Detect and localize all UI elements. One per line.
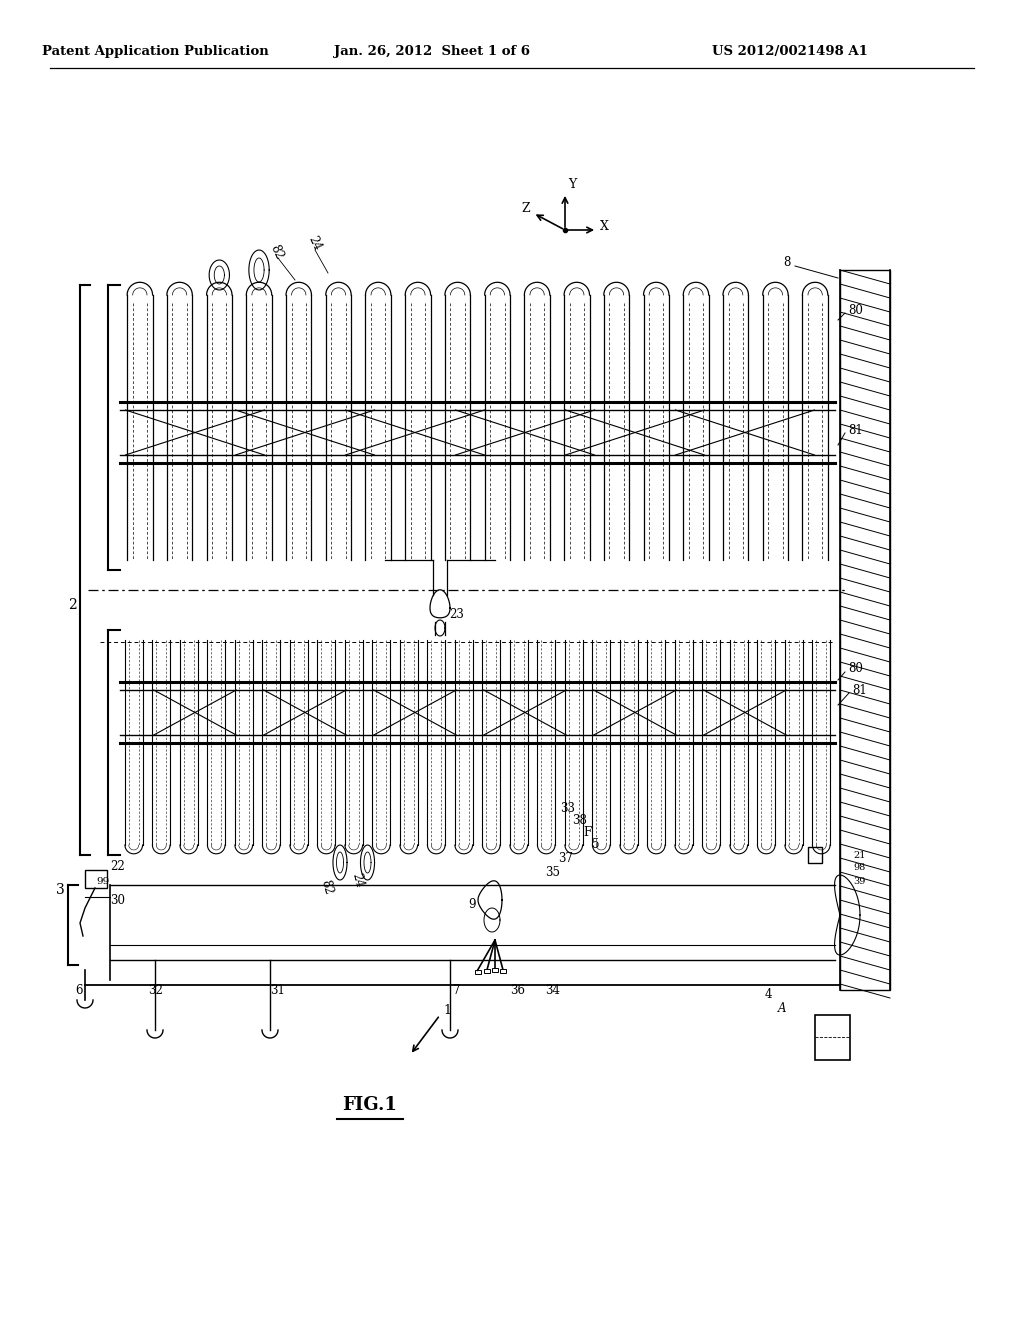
Text: F: F (583, 826, 591, 840)
Text: 32: 32 (148, 983, 163, 997)
Bar (808, 847, 822, 863)
Text: 9: 9 (468, 899, 475, 912)
Text: 22: 22 (110, 861, 125, 874)
Text: 23: 23 (449, 609, 464, 622)
Text: 39: 39 (853, 878, 865, 887)
Text: 35: 35 (545, 866, 560, 879)
Text: 98: 98 (853, 863, 865, 873)
Text: US 2012/0021498 A1: US 2012/0021498 A1 (712, 45, 868, 58)
Text: 37: 37 (558, 851, 573, 865)
Bar (474, 970, 480, 974)
Text: 24: 24 (349, 871, 366, 888)
Text: 4: 4 (765, 989, 772, 1002)
Text: X: X (600, 219, 609, 232)
Text: 8: 8 (783, 256, 791, 268)
Text: 30: 30 (110, 894, 125, 907)
Bar (85, 870, 106, 888)
Text: 81: 81 (848, 424, 863, 437)
Bar (500, 969, 506, 973)
Text: 99: 99 (96, 878, 110, 887)
Text: 7: 7 (453, 983, 461, 997)
Text: Jan. 26, 2012  Sheet 1 of 6: Jan. 26, 2012 Sheet 1 of 6 (334, 45, 530, 58)
Text: A: A (778, 1002, 786, 1015)
Text: 82: 82 (318, 878, 335, 896)
Text: 31: 31 (270, 983, 285, 997)
Text: Patent Application Publication: Patent Application Publication (42, 45, 268, 58)
Text: 2: 2 (68, 598, 77, 612)
Text: 81: 81 (852, 684, 866, 697)
Text: 34: 34 (545, 983, 560, 997)
Text: 38: 38 (572, 813, 587, 826)
Text: 33: 33 (560, 801, 575, 814)
Bar (840, 271, 890, 990)
Text: FIG.1: FIG.1 (343, 1096, 397, 1114)
Text: 21: 21 (853, 851, 865, 861)
Text: 5: 5 (592, 838, 599, 851)
Text: 80: 80 (848, 661, 863, 675)
Text: 1: 1 (443, 1003, 451, 1016)
Text: 24: 24 (305, 234, 323, 252)
Bar (492, 968, 498, 972)
Text: 36: 36 (510, 983, 525, 997)
Text: 82: 82 (268, 243, 286, 261)
Text: Z: Z (521, 202, 529, 215)
Text: 6: 6 (75, 983, 83, 997)
Text: 80: 80 (848, 304, 863, 317)
Text: 3: 3 (55, 883, 65, 898)
Bar (484, 969, 490, 973)
Bar (815, 1015, 850, 1060)
Text: Y: Y (568, 178, 577, 191)
